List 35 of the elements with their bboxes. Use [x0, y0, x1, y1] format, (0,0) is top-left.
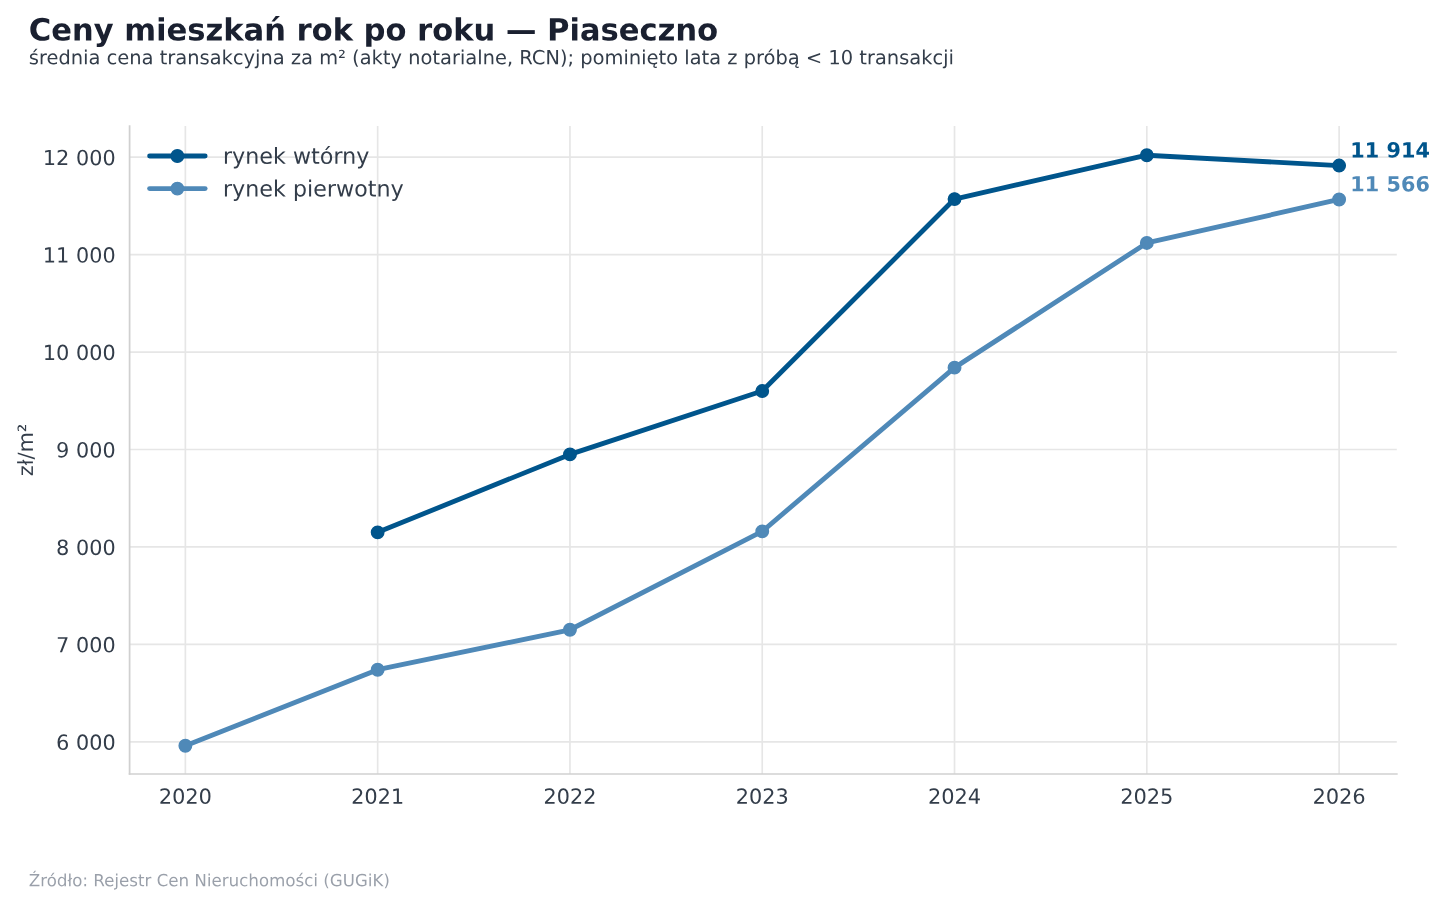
point: [947, 360, 962, 375]
x-tick-label: 2022: [544, 788, 595, 805]
y-tick-label: 6 000: [57, 734, 115, 751]
x-tick-label: 2024: [929, 788, 980, 805]
y-tick-label: 11 000: [45, 247, 115, 263]
point: [947, 192, 962, 207]
chart-subtitle: średnia cena transakcyjna za m² (akty notarialne, RCN); pominięto lata z próbą < 10 transakcji: [29, 48, 953, 69]
point: [1139, 235, 1154, 250]
point: [563, 622, 577, 637]
point: [1332, 158, 1347, 173]
legend-label: rynek wtórny: [224, 146, 369, 169]
point: [563, 447, 577, 462]
y-tick-label: 12 000: [45, 149, 115, 166]
data-label: 11 566: [1352, 175, 1429, 192]
legend-label: rynek pierwotny: [224, 179, 404, 202]
point: [1139, 148, 1154, 163]
y-tick-label: 10 000: [45, 344, 115, 361]
y-tick-label: 8 000: [57, 539, 115, 556]
text: Źródło: Rejestr Cen Nieruchomości (GUGiK): [29, 870, 389, 890]
point: [370, 525, 385, 540]
point: [370, 662, 385, 677]
point: [755, 384, 770, 398]
y-axis-title: zł/m²: [17, 425, 35, 476]
x-tick-label: 2021: [352, 788, 403, 805]
x-tick-label: 2023: [737, 788, 788, 805]
chart-title: Ceny mieszkań rok po roku — Piaseczno: [30, 15, 717, 48]
x-tick-label: 2025: [1121, 788, 1172, 805]
y-tick-label: 9 000: [57, 441, 115, 458]
data-label: 11 914: [1352, 141, 1429, 158]
point: [1332, 192, 1347, 207]
x-tick-label: 2020: [160, 788, 211, 805]
point: [178, 738, 193, 753]
y-tick-label: 7 000: [57, 636, 115, 653]
x-tick-label: 2026: [1314, 788, 1365, 805]
point: [755, 524, 770, 539]
